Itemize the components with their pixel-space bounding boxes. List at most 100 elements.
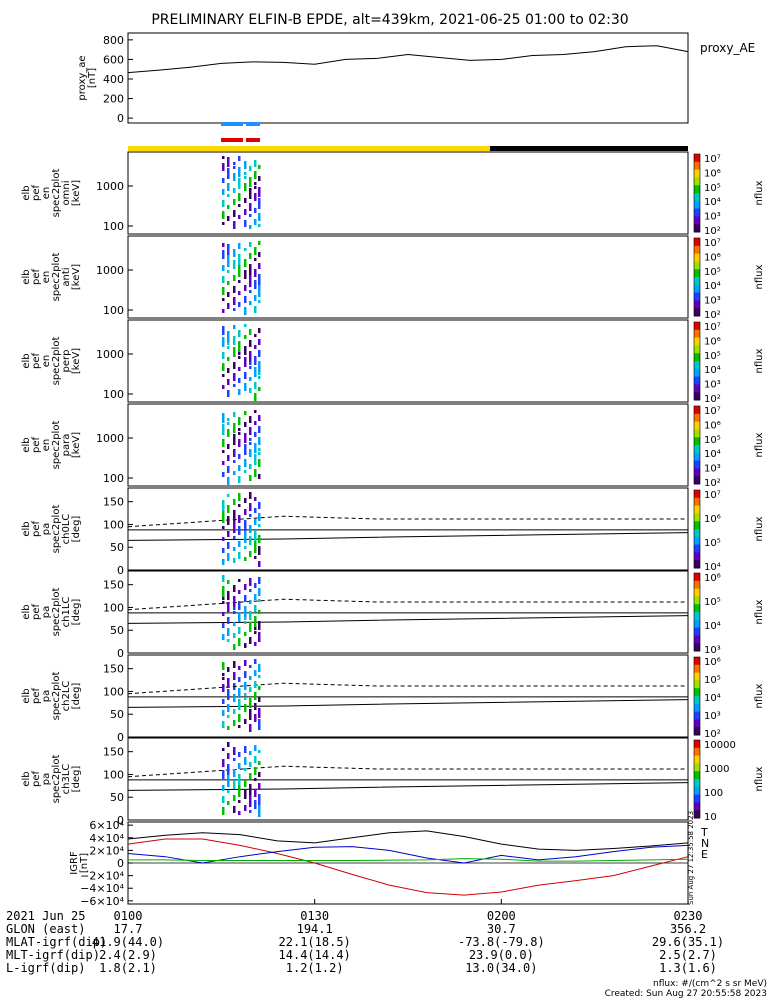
spec_anti-ylabel-line: anti bbox=[61, 267, 72, 286]
spec_para-flux-cell bbox=[222, 461, 225, 465]
eph-label-mlat: MLAT-igrf(dip) bbox=[6, 935, 108, 949]
pa_ch2-flux-cell bbox=[258, 712, 261, 718]
spec_omni-flux-cell bbox=[222, 167, 225, 171]
spec_anti-flux-cell bbox=[233, 286, 236, 293]
spec_perp-flux-cell bbox=[222, 352, 225, 359]
spec_anti-flux-cell bbox=[233, 308, 236, 311]
pa_ch2-flux-cell bbox=[233, 687, 236, 690]
pa_ch2-flux-cell bbox=[258, 719, 261, 726]
pa_ch1-colorbar-tick: 10⁶ bbox=[704, 573, 721, 584]
pa_ch2-flux-cell bbox=[238, 666, 241, 670]
igrf-legend-N: N bbox=[701, 837, 709, 850]
spec_para-flux-cell bbox=[244, 444, 247, 451]
pa_ch1-flux-cell bbox=[238, 612, 241, 618]
pa_ch1-flux-cell bbox=[258, 610, 261, 614]
pa_ch1-flux-cell bbox=[222, 601, 225, 604]
pa_ch3-flux-cell bbox=[258, 805, 261, 813]
pa_ch0-flux-cell bbox=[238, 530, 241, 535]
pa_ch3-flux-cell bbox=[222, 807, 225, 815]
spec_anti-flux-cell bbox=[233, 275, 236, 281]
spec_perp-flux-cell bbox=[254, 356, 257, 361]
eph-value: 1.2(1.2) bbox=[285, 961, 344, 975]
spec_para-flux-cell bbox=[244, 411, 247, 415]
spec_anti-ylabel-line: elb bbox=[21, 269, 32, 284]
pa_ch1-flux-cell bbox=[244, 606, 247, 614]
spec_anti-flux-cell bbox=[238, 280, 241, 283]
pa_ch3-colorbar-segment bbox=[694, 794, 700, 803]
pa_ch1-flux-cell bbox=[238, 638, 241, 646]
pa_ch3-ylabel: elb pef pa spec2plot ch3LC [deg] bbox=[21, 755, 82, 804]
spec_perp-frame bbox=[127, 319, 689, 403]
pa_ch1-flux-cell bbox=[238, 627, 241, 634]
footer-units: nflux: #/(cm^2 s sr MeV) bbox=[653, 979, 767, 989]
pa_ch3-flux-cell bbox=[227, 753, 230, 759]
pa_ch3-frame bbox=[127, 737, 689, 821]
pa_ch0-flux-cell bbox=[258, 550, 261, 555]
spec_perp-flux-cell bbox=[244, 346, 247, 351]
pa_ch1-flux-cell bbox=[258, 632, 261, 638]
spec_anti-ylabel-line: spec2plot bbox=[51, 253, 62, 302]
pa_ch3-flux-cell bbox=[254, 789, 257, 793]
spec_perp-flux-cell bbox=[227, 390, 230, 397]
pa_ch1-flux-cell bbox=[233, 622, 236, 626]
pa_ch2-flux-cell bbox=[249, 709, 252, 716]
spec_para-flux-cell bbox=[258, 415, 261, 421]
spec_para-flux-cell bbox=[238, 428, 241, 431]
spec_anti-flux-cell bbox=[258, 252, 261, 257]
spec_perp-flux-cell bbox=[222, 326, 225, 331]
pa_ch2-flux-cell bbox=[244, 682, 247, 690]
proxy-ae-ytick-label: 0 bbox=[117, 112, 124, 125]
pa_ch1-flux-cell bbox=[254, 583, 257, 588]
pa_ch3-ytick-label: 0 bbox=[117, 814, 124, 827]
spec_anti-flux-cell bbox=[238, 258, 241, 265]
igrf-ylabel-line: [nT] bbox=[79, 853, 90, 873]
spec_anti-flux-cell bbox=[254, 295, 257, 301]
pa_ch1-ylabel-line: elb bbox=[21, 604, 32, 619]
pa_ch0-flux-cell bbox=[227, 505, 230, 509]
spec_para-colorbar-tick: 10⁴ bbox=[704, 449, 721, 460]
spec_perp-flux-cell bbox=[222, 385, 225, 389]
spec_omni-flux-cell bbox=[254, 219, 257, 225]
spec_para-flux-cell bbox=[254, 447, 257, 453]
pa_ch0-flux-cell bbox=[244, 531, 247, 539]
spec_anti-flux-cell bbox=[244, 274, 247, 279]
pa_ch0-colorbar-label-g: nflux bbox=[754, 516, 765, 541]
pa_ch2-flux-cell bbox=[233, 661, 236, 668]
spec_perp-ylabel-line: spec2plot bbox=[51, 337, 62, 386]
spec_perp-flux-cell bbox=[244, 372, 247, 379]
pa_ch0-flux-cell bbox=[222, 526, 225, 529]
spec_para-ytick-label: 1000 bbox=[96, 432, 124, 445]
spec_perp-flux-cell bbox=[258, 376, 261, 379]
pa_ch3-colorbar-label-g: nflux bbox=[754, 766, 765, 791]
pa_ch0-flux-cell bbox=[258, 513, 261, 521]
pa_ch2-flux-cell bbox=[238, 692, 241, 698]
spec_anti-flux-cell bbox=[249, 290, 252, 293]
pa_ch2-colorbar-segment bbox=[694, 727, 700, 736]
spec_omni-colorbar-tick: 10² bbox=[704, 226, 721, 237]
pa_ch2-flux-cell bbox=[249, 713, 252, 720]
pa_ch2-flux-cell bbox=[233, 720, 236, 726]
spec_anti-flux-cell bbox=[227, 248, 230, 255]
spec_omni-flux-cell bbox=[222, 163, 225, 167]
igrf-ytick-label: −4×10⁴ bbox=[80, 882, 124, 895]
pa_ch3-flux-cell bbox=[222, 748, 225, 751]
pa_ch1-flux-cell bbox=[258, 636, 261, 642]
pa_ch1-flux-cell bbox=[244, 617, 247, 620]
spec_anti-flux-cell bbox=[238, 243, 241, 249]
spec_para-flux-cell bbox=[244, 422, 247, 427]
igrf-ytick-label: −2×10⁴ bbox=[80, 870, 124, 883]
pa_ch1-flux-cell bbox=[222, 612, 225, 616]
pa_ch1-flux-cell bbox=[222, 634, 225, 640]
spec_omni-flux-cell bbox=[227, 157, 230, 163]
pa_ch1-flux-cell bbox=[227, 606, 230, 612]
spec_perp-colorbar-label: nflux bbox=[754, 348, 765, 373]
pa_ch1-colorbar-segment bbox=[694, 619, 700, 629]
pa_ch0-flux-cell bbox=[227, 553, 230, 561]
pa_ch0-flux-cell bbox=[233, 510, 236, 517]
igrf-ytick-label: 6×10⁴ bbox=[89, 819, 124, 832]
proxy-ae-line bbox=[127, 45, 689, 74]
igrf-ylabel: IGRF [nT] bbox=[69, 851, 90, 875]
pa_ch1-flux-cell bbox=[233, 633, 236, 638]
proxy-ae-ytick-label: 200 bbox=[103, 93, 124, 106]
